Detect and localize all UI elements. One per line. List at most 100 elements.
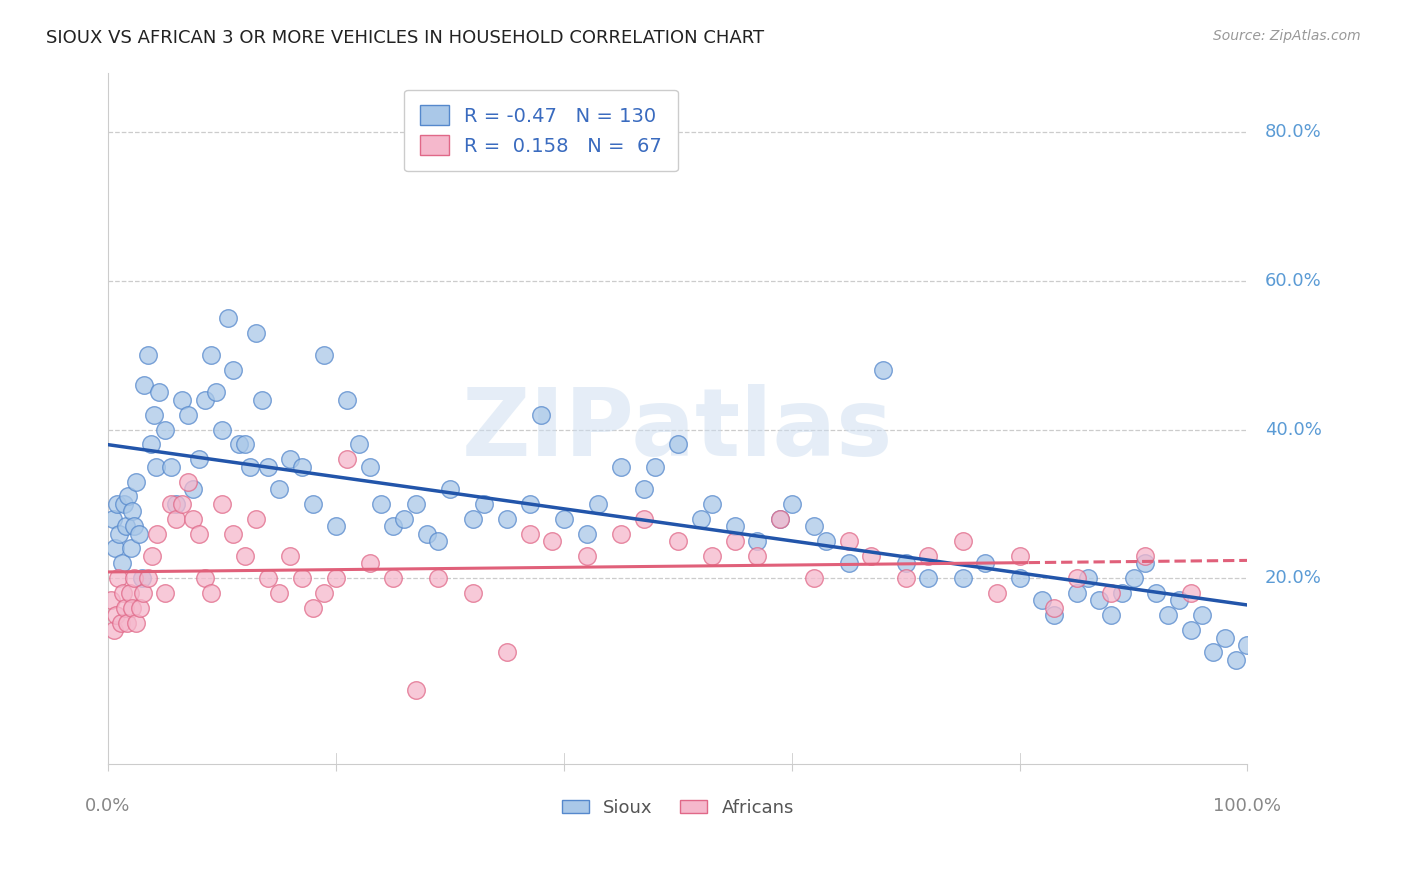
Point (917, 549, 939, 563)
Point (405, 682, 427, 697)
Point (111, 586, 134, 600)
Point (250, 392, 273, 407)
Point (170, 392, 193, 407)
Text: 0.0%: 0.0% (86, 797, 131, 815)
Point (103, 623, 125, 637)
Point (394, 511, 416, 525)
Point (245, 511, 267, 525)
Text: 40.0%: 40.0% (1264, 420, 1322, 439)
Point (1122, 571, 1144, 585)
Point (122, 519, 145, 533)
Point (1213, 631, 1236, 645)
Point (381, 519, 404, 533)
Point (610, 459, 633, 474)
Point (177, 408, 200, 422)
Point (541, 533, 564, 548)
Point (267, 586, 290, 600)
Point (780, 497, 803, 511)
Point (586, 497, 609, 511)
Point (153, 586, 176, 600)
Point (211, 497, 233, 511)
Point (131, 571, 153, 585)
Text: 80.0%: 80.0% (1264, 123, 1322, 142)
Point (110, 615, 132, 630)
Point (128, 600, 150, 615)
Point (211, 423, 233, 437)
Point (1202, 645, 1225, 659)
Point (256, 571, 278, 585)
Point (132, 586, 155, 600)
Point (325, 571, 347, 585)
Point (666, 533, 689, 548)
Point (700, 549, 723, 563)
Point (1168, 593, 1191, 607)
Point (986, 586, 1008, 600)
Point (472, 497, 495, 511)
Point (461, 511, 484, 525)
Point (108, 526, 131, 541)
Point (115, 519, 138, 533)
Point (125, 475, 148, 489)
Point (724, 533, 747, 548)
Point (101, 511, 124, 525)
Point (1144, 586, 1167, 600)
Point (803, 519, 825, 533)
Point (530, 408, 553, 422)
Point (644, 459, 666, 474)
Point (724, 519, 747, 533)
Point (107, 571, 129, 585)
Point (416, 526, 439, 541)
Point (233, 437, 256, 451)
Point (803, 571, 825, 585)
Text: 20.0%: 20.0% (1264, 569, 1322, 587)
Point (314, 586, 336, 600)
Point (427, 533, 450, 548)
Point (170, 497, 193, 511)
Point (1191, 608, 1213, 623)
Point (188, 452, 211, 467)
Point (700, 497, 723, 511)
Point (153, 423, 176, 437)
Point (194, 571, 217, 585)
Point (952, 533, 974, 548)
Text: Source: ZipAtlas.com: Source: ZipAtlas.com (1213, 29, 1361, 43)
Point (104, 608, 127, 623)
Point (461, 586, 484, 600)
Point (111, 556, 134, 570)
Point (105, 497, 128, 511)
Point (291, 459, 314, 474)
Point (519, 497, 541, 511)
Point (114, 600, 136, 615)
Point (302, 600, 325, 615)
Point (917, 571, 939, 585)
Point (610, 526, 633, 541)
Point (100, 593, 122, 607)
Point (165, 511, 187, 525)
Point (347, 437, 370, 451)
Point (122, 571, 145, 585)
Point (128, 526, 150, 541)
Point (291, 571, 314, 585)
Point (121, 504, 143, 518)
Text: 100.0%: 100.0% (1213, 797, 1281, 815)
Point (142, 408, 165, 422)
Point (188, 526, 211, 541)
Point (769, 511, 792, 525)
Point (1077, 571, 1099, 585)
Text: ZIPatlas: ZIPatlas (463, 384, 893, 475)
Point (814, 533, 837, 548)
Point (141, 549, 163, 563)
Point (120, 541, 142, 556)
Point (233, 549, 256, 563)
Point (1133, 549, 1156, 563)
Point (747, 533, 769, 548)
Point (205, 385, 228, 400)
Point (278, 549, 301, 563)
Point (769, 511, 792, 525)
Point (405, 497, 427, 511)
Point (217, 311, 239, 326)
Point (228, 437, 250, 451)
Point (666, 437, 689, 451)
Point (633, 482, 655, 496)
Point (177, 475, 200, 489)
